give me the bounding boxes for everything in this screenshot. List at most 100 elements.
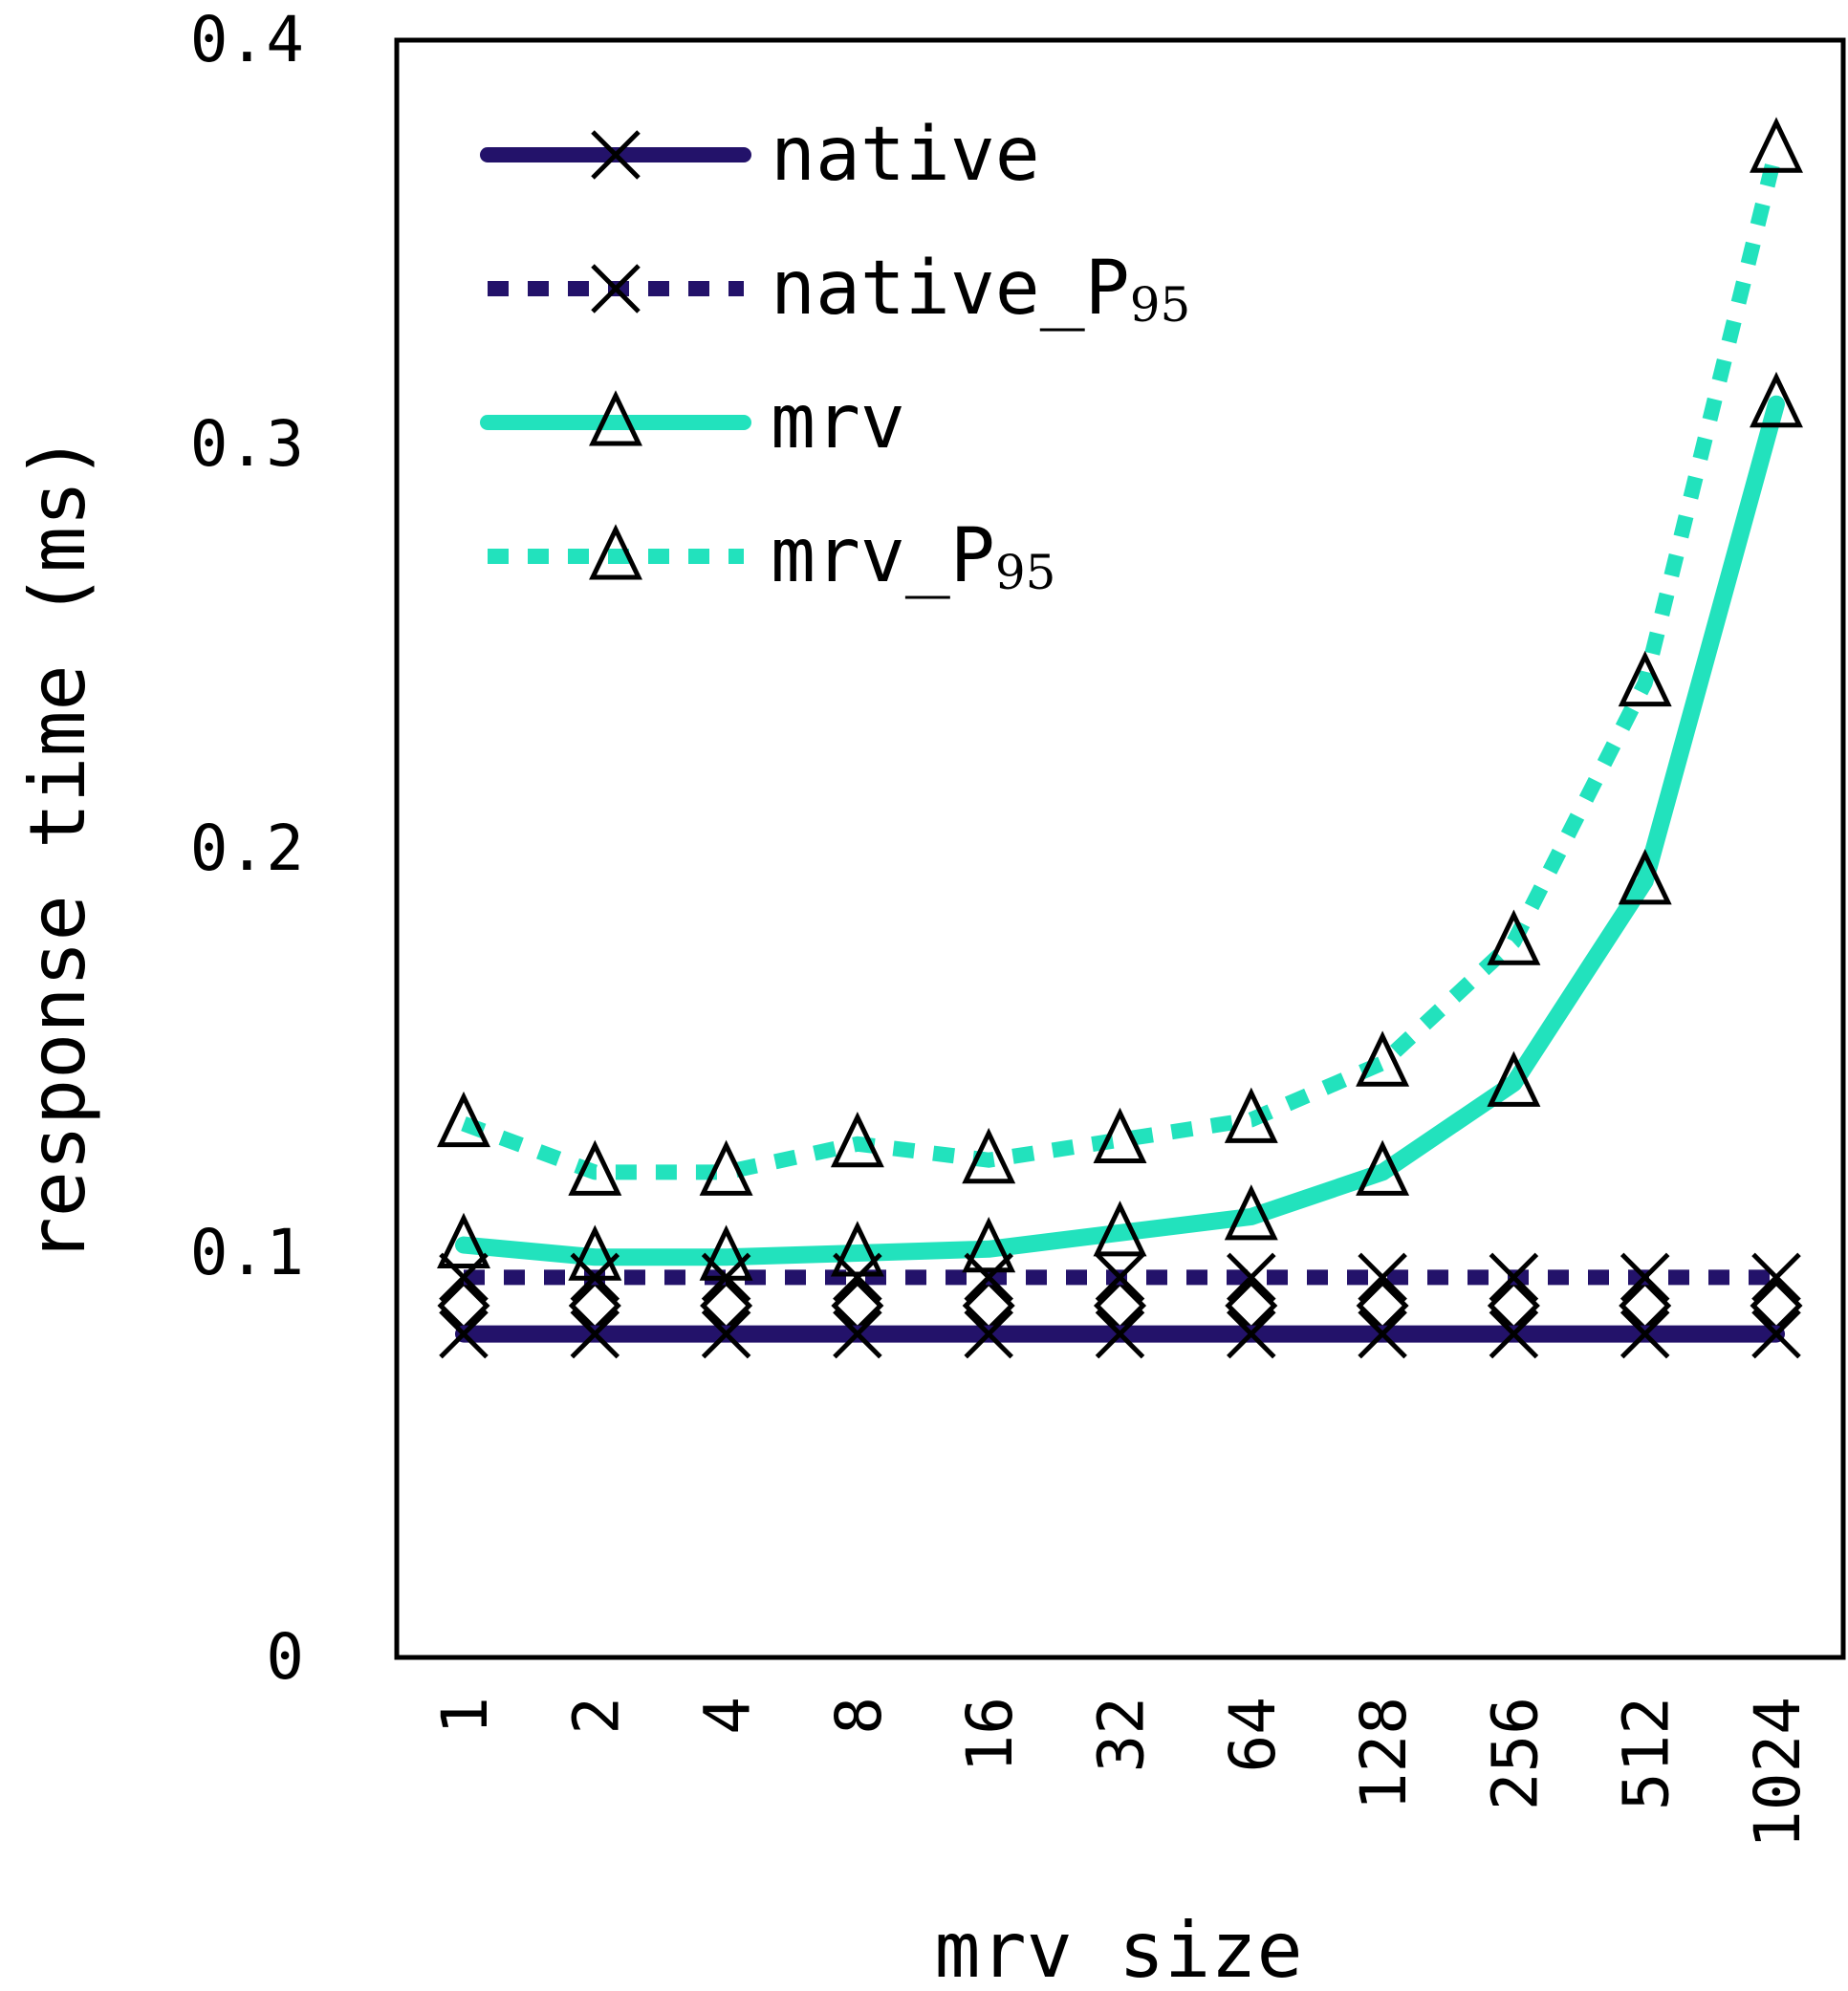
x-tick-label: 1024: [1741, 1697, 1815, 1849]
y-tick-label: 0.3: [190, 407, 304, 481]
series-mrv: [455, 395, 1785, 1266]
triangle-marker: [830, 1221, 884, 1277]
legend-label-text: mrv_P: [771, 513, 995, 599]
diamond-marker: [1093, 1279, 1147, 1332]
x-tick-label: 256: [1478, 1697, 1552, 1810]
legend-label-text: native: [771, 112, 1040, 198]
triangle-marker: [437, 1091, 490, 1148]
x-marker: [439, 1252, 489, 1303]
legend-label: native: [771, 112, 1040, 198]
triangle-marker: [1356, 1030, 1410, 1087]
diamond-markers: [437, 1279, 1803, 1332]
triangle-marker: [830, 1112, 884, 1168]
x-axis-ticks: 1 2 4 8 16 32 64 128 256 512 1024: [428, 1697, 1815, 1849]
legend-x-marker: [591, 264, 641, 314]
x-tick-label: 2: [559, 1697, 633, 1735]
x-marker: [1620, 1309, 1670, 1359]
x-marker: [701, 1309, 751, 1359]
triangle-marker: [1750, 117, 1803, 173]
x-marker: [1489, 1252, 1539, 1303]
triangle-marker: [1093, 1107, 1147, 1164]
x-marker: [1358, 1252, 1407, 1303]
legend-label: mrv: [771, 379, 905, 465]
series-mrv-p95: [461, 147, 1784, 1180]
x-marker: [570, 1309, 620, 1359]
legend-label-subscript: 95: [995, 545, 1056, 600]
series-layer: [437, 117, 1803, 1359]
x-tick-label: 512: [1610, 1697, 1684, 1810]
x-axis-title: mrv size: [934, 1906, 1302, 1991]
x-marker: [1227, 1252, 1276, 1303]
triangle-marker: [437, 1212, 490, 1269]
x-marker: [1751, 1252, 1801, 1303]
legend-entry: native_P95: [488, 246, 1190, 333]
legend-x-marker: [591, 130, 641, 180]
diamond-marker: [962, 1279, 1015, 1332]
diamond-marker: [437, 1279, 490, 1332]
x-marker: [439, 1309, 489, 1359]
x-marker: [1358, 1309, 1407, 1359]
diamond-marker: [700, 1279, 753, 1332]
series-markers: [437, 371, 1803, 1281]
x-tick-label: 4: [691, 1697, 765, 1735]
triangle-marker: [568, 1139, 622, 1196]
series-markers: [439, 1309, 1801, 1359]
triangle-marker: [1093, 1201, 1147, 1257]
legend-label-text: mrv: [771, 379, 905, 465]
series-markers: [437, 117, 1803, 1196]
x-marker: [1489, 1309, 1539, 1359]
x-marker: [1095, 1252, 1145, 1303]
legend-entry: mrv: [480, 379, 905, 465]
x-tick-label: 16: [953, 1697, 1027, 1772]
legend-entry: mrv_P95: [488, 513, 1055, 600]
y-axis-ticks: 0 0.1 0.2 0.3 0.4: [190, 3, 304, 1694]
triangle-marker: [1224, 1184, 1278, 1241]
legend-triangle-marker: [589, 390, 642, 446]
triangle-marker: [1487, 909, 1541, 965]
plot-frame: [394, 37, 1846, 1660]
x-tick-label: 8: [822, 1697, 896, 1735]
legend-triangle-marker: [589, 524, 642, 580]
y-axis-title: response time (ms): [13, 435, 102, 1264]
x-tick-label: 128: [1347, 1697, 1421, 1810]
y-tick-label: 0.1: [190, 1216, 304, 1289]
diamond-marker: [1356, 1279, 1409, 1332]
triangle-marker: [699, 1139, 753, 1196]
x-marker: [1751, 1309, 1801, 1359]
diamond-marker: [1487, 1279, 1540, 1332]
triangle-marker: [699, 1224, 753, 1281]
triangle-marker: [1618, 650, 1672, 707]
legend-label: mrv_P95: [771, 513, 1055, 600]
series-line: [461, 147, 1784, 1180]
legend-label: native_P95: [771, 246, 1190, 333]
x-marker: [833, 1309, 882, 1359]
x-tick-label: 32: [1085, 1697, 1159, 1772]
diamond-marker: [1619, 1279, 1672, 1332]
x-marker: [964, 1309, 1013, 1359]
legend-label-text: native_P: [771, 246, 1130, 332]
x-marker: [964, 1252, 1013, 1303]
triangle-marker: [1618, 849, 1672, 905]
triangle-marker: [568, 1224, 622, 1281]
x-marker: [1620, 1252, 1670, 1303]
x-marker: [1227, 1309, 1276, 1359]
triangle-marker: [962, 1127, 1016, 1184]
diamond-marker: [1225, 1279, 1278, 1332]
y-tick-label: 0.4: [190, 3, 304, 76]
legend-entry: native: [480, 112, 1040, 198]
triangle-marker: [1224, 1087, 1278, 1143]
diamond-marker: [568, 1279, 621, 1332]
x-tick-label: 1: [428, 1697, 502, 1735]
diamond-marker: [831, 1279, 884, 1332]
triangle-marker: [1750, 371, 1803, 428]
triangle-marker: [962, 1216, 1016, 1273]
x-marker: [1095, 1309, 1145, 1359]
y-tick-label: 0: [266, 1620, 304, 1694]
triangle-marker: [1487, 1050, 1541, 1107]
series-line: [455, 395, 1785, 1266]
legend-label-subscript: 95: [1130, 277, 1191, 333]
diamond-marker: [1750, 1279, 1803, 1332]
y-tick-label: 0.2: [190, 812, 304, 885]
